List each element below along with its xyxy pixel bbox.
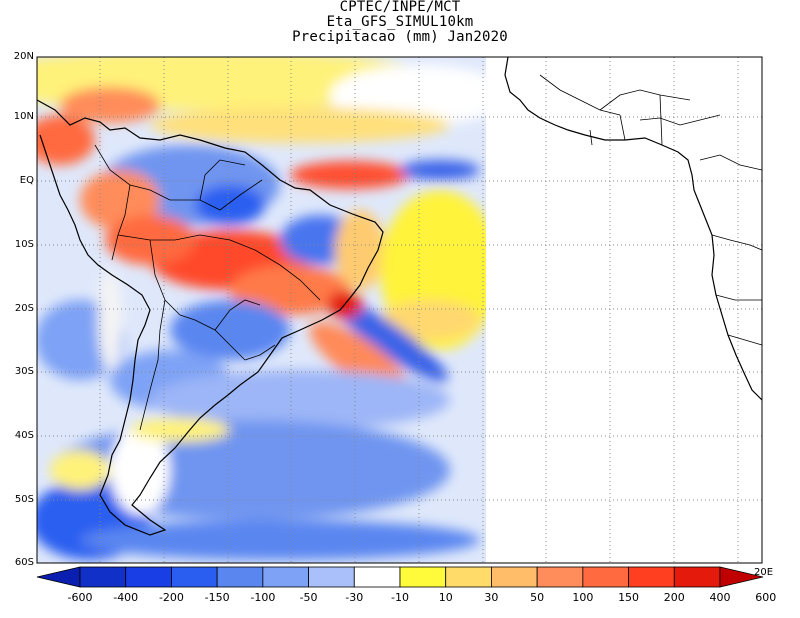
lat-label-10s: 10S: [14, 239, 34, 250]
legend-label: 600: [755, 591, 777, 604]
lat-label-20s: 20S: [14, 303, 34, 314]
legend-label: 200: [663, 591, 685, 604]
legend-swatch: [628, 566, 675, 588]
africa-borders: [539, 74, 763, 346]
legend-label: -100: [250, 591, 276, 604]
legend-swatch: [79, 566, 127, 588]
graticule: [37, 57, 762, 563]
legend-swatch: [445, 566, 492, 588]
map-title-block: CPTEC/INPE/MCT Eta_GFS_SIMUL10km Precipi…: [0, 0, 800, 45]
legend-label: 50: [530, 591, 545, 604]
legend-label: 30: [484, 591, 499, 604]
legend-label: -600: [67, 591, 93, 604]
legend-label: -50: [299, 591, 318, 604]
lat-label-10n: 10N: [13, 111, 34, 122]
map-frame: [36, 56, 763, 564]
legend-swatch: [399, 566, 447, 588]
lat-label-40s: 40S: [14, 430, 34, 441]
legend-label: 10: [438, 591, 453, 604]
legend-colorbar: [36, 566, 764, 588]
lat-label-20n: 20N: [13, 51, 34, 62]
title-institution: CPTEC/INPE/MCT: [339, 0, 461, 15]
legend-label: 100: [572, 591, 594, 604]
south-america-coastline: [36, 99, 384, 536]
legend-label: -150: [204, 591, 230, 604]
africa-coastline: [504, 56, 763, 401]
legend-swatch: [262, 566, 309, 588]
legend-swatch: [216, 566, 264, 588]
lat-label-eq: EQ: [19, 175, 34, 186]
legend-label: -400: [113, 591, 139, 604]
title-model: Eta_GFS_SIMUL10km: [326, 14, 474, 30]
legend-swatch: [536, 566, 584, 588]
legend-swatch: [125, 566, 172, 588]
legend-label: -30: [345, 591, 364, 604]
lon-label-20e: 20E: [754, 567, 774, 578]
legend-label: 150: [618, 591, 640, 604]
legend-arrow-high: [719, 566, 764, 588]
legend-swatch: [308, 566, 355, 588]
lat-label-50s: 50S: [14, 494, 34, 505]
legend-label: 400: [709, 591, 731, 604]
legend-swatch: [582, 566, 629, 588]
lat-label-30s: 30S: [14, 366, 34, 377]
title-variable: Precipitacao (mm) Jan2020: [292, 29, 508, 45]
legend-arrow-low: [36, 566, 81, 588]
model-domain-field: [37, 57, 486, 563]
legend-swatch: [171, 566, 218, 588]
legend-swatch: [673, 566, 721, 588]
legend-label: -10: [391, 591, 409, 604]
legend-label: -200: [158, 591, 184, 604]
legend-swatch: [353, 566, 401, 588]
country-borders: [94, 144, 321, 431]
lat-label-60s: 60S: [14, 557, 34, 568]
legend-swatch: [491, 566, 538, 588]
